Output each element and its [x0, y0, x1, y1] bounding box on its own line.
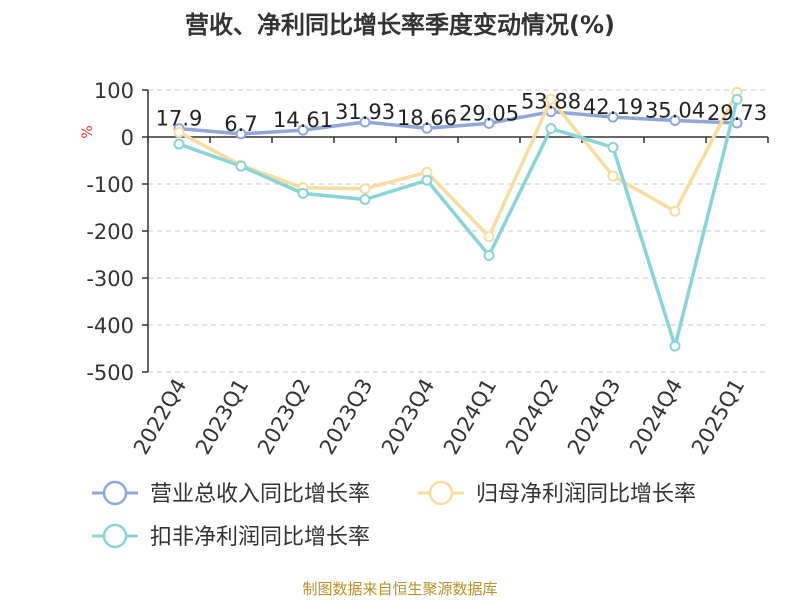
- legend-label: 归母净利润同比增长率: [476, 482, 696, 507]
- x-tick-label: 2023Q1: [191, 375, 253, 459]
- data-point[interactable]: [607, 141, 619, 153]
- legend-item[interactable]: 营业总收入同比增长率: [92, 480, 370, 507]
- data-label: 42.19: [583, 95, 643, 119]
- data-point[interactable]: [483, 117, 495, 129]
- y-tick-label: -200: [86, 220, 134, 244]
- data-point[interactable]: [607, 170, 619, 182]
- data-point[interactable]: [669, 115, 681, 127]
- data-label: 18.66: [397, 106, 457, 130]
- series-2: [173, 93, 743, 352]
- x-tick-label: 2023Q2: [253, 375, 315, 459]
- data-label: 14.61: [273, 108, 333, 132]
- data-point[interactable]: [483, 231, 495, 243]
- x-tick-label: 2024Q4: [625, 375, 687, 459]
- y-tick-label: 0: [121, 126, 134, 150]
- x-tick-label: 2022Q4: [129, 375, 191, 459]
- y-tick-label: -300: [86, 267, 134, 291]
- x-tick-label: 2023Q4: [377, 375, 439, 459]
- x-tick-label: 2023Q3: [315, 375, 377, 459]
- legend-marker: [102, 523, 128, 549]
- source-note: 制图数据来自恒生聚源数据库: [302, 580, 497, 598]
- x-tick-label: 2024Q1: [439, 375, 501, 459]
- legend-label: 扣非净利润同比增长率: [150, 525, 370, 550]
- data-point[interactable]: [669, 340, 681, 352]
- data-point[interactable]: [359, 116, 371, 128]
- data-point[interactable]: [297, 187, 309, 199]
- legend-marker: [102, 480, 128, 506]
- series-1: [173, 86, 743, 243]
- data-point[interactable]: [669, 205, 681, 217]
- legend-label: 营业总收入同比增长率: [150, 482, 370, 507]
- data-label: 53.88: [521, 90, 581, 114]
- data-label: 31.93: [335, 100, 395, 124]
- data-label: 29.05: [459, 101, 519, 125]
- data-point[interactable]: [483, 249, 495, 261]
- series-line: [177, 97, 739, 348]
- data-point[interactable]: [545, 93, 557, 105]
- legend-item[interactable]: 扣非净利润同比增长率: [92, 523, 370, 550]
- data-point[interactable]: [235, 160, 247, 172]
- data-label: 29.73: [707, 101, 767, 125]
- y-axis-label: %: [80, 125, 96, 138]
- data-point[interactable]: [421, 122, 433, 134]
- x-tick-label: 2025Q1: [687, 375, 749, 459]
- data-point[interactable]: [173, 126, 185, 138]
- data-point[interactable]: [235, 128, 247, 140]
- data-label: 17.9: [156, 107, 203, 131]
- data-label: 6.7: [224, 112, 257, 136]
- data-point[interactable]: [297, 124, 309, 136]
- chart-title: 营收、净利同比增长率季度变动情况(%): [185, 11, 615, 39]
- legend-marker: [428, 480, 454, 506]
- data-point[interactable]: [731, 93, 743, 105]
- x-tick-label: 2024Q2: [501, 375, 563, 459]
- data-point[interactable]: [173, 138, 185, 150]
- x-tick-label: 2024Q3: [563, 375, 625, 459]
- y-tick-label: -400: [86, 314, 134, 338]
- legend-item[interactable]: 归母净利润同比增长率: [418, 480, 696, 507]
- data-point[interactable]: [545, 123, 557, 135]
- grid: [148, 89, 768, 373]
- data-point[interactable]: [421, 174, 433, 186]
- data-point[interactable]: [359, 194, 371, 206]
- data-labels: 17.9 6.7 14.61 31.93 18.66 29.05 53.88 42.19 35.…: [156, 90, 767, 136]
- series-line: [177, 109, 739, 136]
- y-tick-label: -500: [86, 361, 134, 385]
- data-point[interactable]: [359, 183, 371, 195]
- y-tick-label: -100: [86, 173, 134, 197]
- series-layer: [173, 86, 743, 352]
- data-point[interactable]: [607, 111, 619, 123]
- y-tick-label: 100: [94, 79, 134, 103]
- data-label: 35.04: [645, 99, 705, 123]
- series-line: [177, 90, 739, 239]
